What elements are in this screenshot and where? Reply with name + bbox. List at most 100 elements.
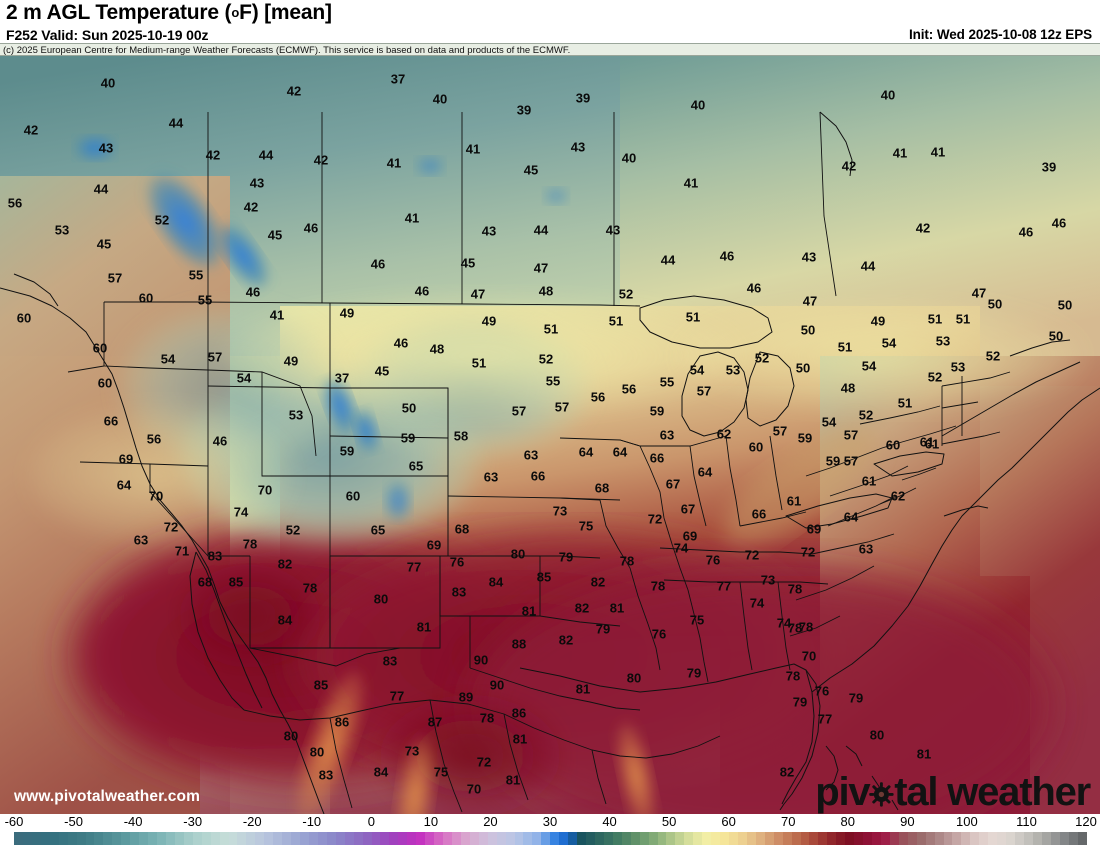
colorbar-tick: 70 — [780, 814, 796, 829]
temperature-value-label: 47 — [534, 260, 548, 275]
temperature-value-label: 67 — [681, 501, 695, 516]
political-borders — [67, 111, 1011, 813]
colorbar-swatch — [621, 832, 631, 845]
site-url-watermark: www.pivotalweather.com — [14, 788, 200, 805]
colorbar[interactable]: -60 -50 -40 -30 -20 -10 0 10 20 30 40 50 60 70 80 90 100… — [0, 814, 1100, 850]
temperature-value-label: 46 — [213, 433, 227, 448]
map-canvas[interactable]: 40 37 42 40 39 39 40 40 42 44 43 42 44 42 41 41 45 43 40 42… — [0, 56, 1100, 814]
colorbar-swatch — [308, 832, 318, 845]
page-title: 2 m AGL Temperature (oF) [mean] — [6, 1, 332, 25]
temperature-value-label: 47 — [471, 286, 485, 301]
colorbar-swatch — [121, 832, 131, 845]
temperature-value-label: 49 — [284, 353, 298, 368]
temperature-value-label: 44 — [661, 252, 676, 267]
colorbar-swatch — [210, 832, 220, 845]
temperature-value-label: 47 — [803, 293, 817, 308]
temperature-value-label: 51 — [609, 313, 623, 328]
colorbar-swatch — [192, 832, 202, 845]
temperature-value-label: 52 — [928, 369, 942, 384]
colorbar-swatch — [898, 832, 908, 845]
temperature-value-label: 54 — [161, 351, 176, 366]
colorbar-swatch — [291, 832, 300, 845]
temperature-value-label: 75 — [579, 518, 593, 533]
temperature-value-label: 72 — [477, 754, 491, 769]
temperature-value-label: 51 — [928, 311, 942, 326]
colorbar-swatch — [612, 832, 622, 845]
temperature-value-label: 83 — [383, 653, 397, 668]
temperature-value-label: 50 — [796, 360, 810, 375]
colorbar-swatch — [380, 832, 390, 845]
temperature-value-label: 75 — [434, 764, 448, 779]
temperature-value-label: 54 — [862, 358, 877, 373]
colorbar-swatch — [961, 832, 971, 845]
colorbar-swatch — [49, 832, 59, 845]
temperature-value-label: 59 — [401, 430, 415, 445]
temperature-value-label: 83 — [319, 767, 333, 782]
colorbar-swatch — [58, 832, 68, 845]
colorbar-swatch — [934, 832, 944, 845]
temperature-value-label: 57 — [555, 399, 569, 414]
colorbar-tick: -20 — [242, 814, 262, 829]
temperature-value-label: 66 — [752, 506, 766, 521]
colorbar-swatch — [94, 832, 104, 845]
colorbar-tick: -30 — [183, 814, 203, 829]
colorbar-swatch — [335, 832, 345, 845]
colorbar-swatch — [434, 832, 443, 845]
temperature-value-label: 69 — [427, 537, 441, 552]
temperature-value-label: 41 — [466, 141, 480, 156]
colorbar-swatch — [326, 832, 336, 845]
page-title-text: 2 m AGL Temperature ( — [6, 1, 232, 24]
colorbar-swatch — [14, 832, 23, 845]
temperature-value-label: 57 — [773, 423, 787, 438]
colorbar-swatch — [702, 832, 712, 845]
colorbar-swatch — [1015, 832, 1024, 845]
temperature-value-label: 61 — [925, 436, 939, 451]
temperature-value-label: 59 — [798, 430, 812, 445]
colorbar-swatch — [872, 832, 881, 845]
colorbar-swatch — [648, 832, 658, 845]
temperature-value-label: 42 — [287, 83, 301, 98]
colorbar-swatch — [943, 832, 953, 845]
temperature-value-label: 84 — [278, 612, 293, 627]
temperature-value-label: 44 — [169, 115, 184, 130]
temperature-value-label: 54 — [237, 370, 252, 385]
colorbar-gradient[interactable] — [14, 832, 1087, 845]
temperature-value-label: 64 — [698, 464, 713, 479]
colorbar-tick: 80 — [840, 814, 855, 829]
colorbar-swatch — [317, 832, 327, 845]
temperature-value-label: 37 — [391, 71, 405, 86]
temperature-value-label: 68 — [198, 574, 212, 589]
temperature-value-label: 57 — [512, 403, 526, 418]
temperature-value-label: 79 — [793, 694, 807, 709]
colorbar-swatch — [246, 832, 256, 845]
colorbar-swatch — [22, 832, 32, 845]
colorbar-swatch — [675, 832, 685, 845]
temperature-value-label: 55 — [198, 292, 212, 307]
colorbar-tick: 120 — [1075, 814, 1097, 829]
temperature-value-label: 86 — [335, 714, 349, 729]
temperature-value-label: 60 — [346, 488, 360, 503]
colorbar-swatch — [711, 832, 721, 845]
temperature-heatmap: 40 37 42 40 39 39 40 40 42 44 43 42 44 42 41 41 45 43 40 42… — [0, 56, 1100, 814]
colorbar-swatch — [344, 832, 354, 845]
temperature-value-label: 50 — [988, 296, 1002, 311]
temperature-value-label: 81 — [576, 681, 590, 696]
colorbar-swatch — [165, 832, 175, 845]
colorbar-swatch — [487, 832, 497, 845]
temperature-value-label: 56 — [8, 195, 22, 210]
temperature-value-label: 40 — [433, 91, 447, 106]
temperature-value-label: 52 — [539, 351, 553, 366]
temperature-value-label: 45 — [461, 255, 475, 270]
colorbar-swatch — [157, 832, 166, 845]
colorbar-swatch — [863, 832, 872, 845]
temperature-value-label: 79 — [559, 549, 573, 564]
temperature-value-label: 76 — [706, 552, 720, 567]
temperature-value-label: 52 — [859, 407, 873, 422]
temperature-value-label: 74 — [750, 595, 765, 610]
temperature-value-label: 65 — [409, 458, 423, 473]
temperature-value-label: 51 — [544, 321, 558, 336]
temperature-value-label: 88 — [512, 636, 526, 651]
colorbar-swatch — [720, 832, 729, 845]
colorbar-swatch — [523, 832, 533, 845]
colorbar-swatch — [952, 832, 962, 845]
